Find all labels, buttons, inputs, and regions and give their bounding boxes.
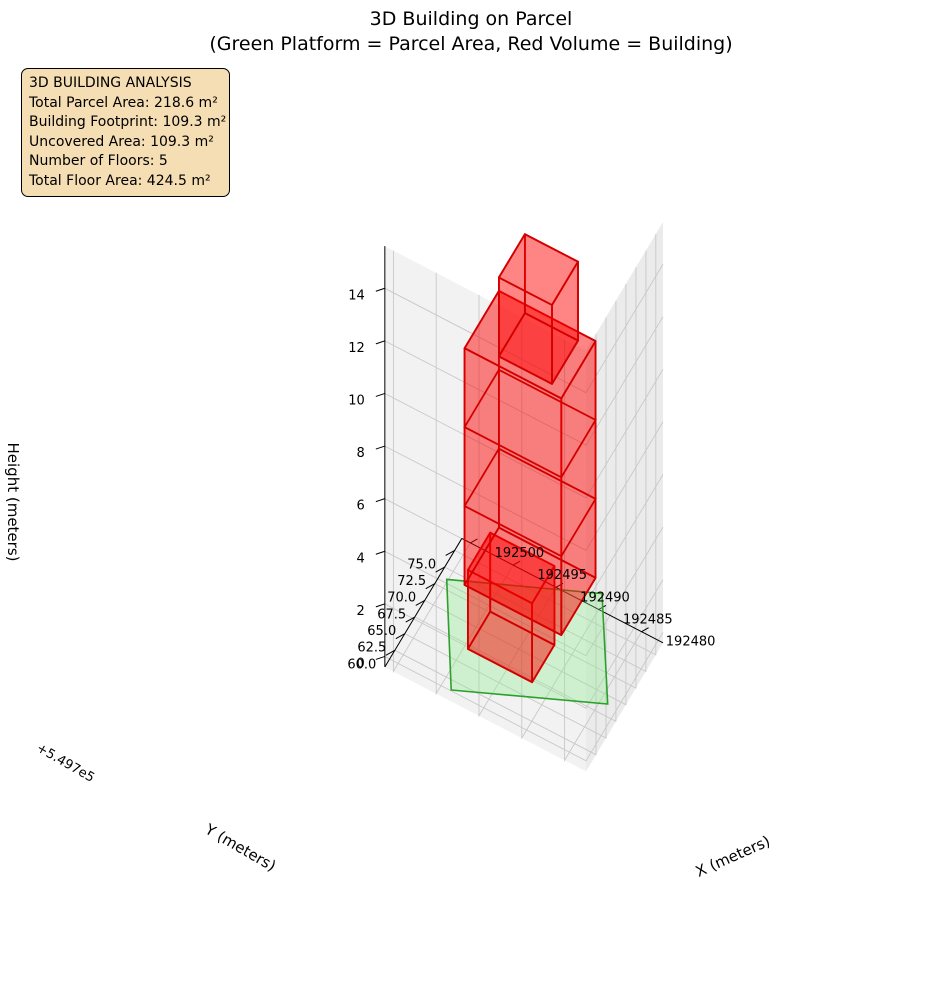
- z-tick-label: 10: [348, 393, 365, 408]
- z-tick-mark: [375, 445, 385, 450]
- x-tick-mark: [641, 627, 649, 633]
- z-tick-mark: [375, 550, 385, 555]
- z-tick-label: 4: [357, 551, 365, 566]
- x-tick-label: 192500: [495, 546, 545, 561]
- parcel-platform: [445, 578, 609, 705]
- back-left-pane: [384, 246, 586, 772]
- info-line-parcel-area: Total Parcel Area: 218.6 m²: [29, 94, 218, 111]
- back-right-pane: [586, 222, 663, 772]
- x-tick-mark: [512, 560, 521, 566]
- floor-divider: [463, 447, 597, 558]
- y-tick-mark: [385, 649, 396, 656]
- z-tick-mark: [375, 287, 385, 292]
- y-tick-label: 60.0: [347, 657, 376, 672]
- info-line-floor-area: Total Floor Area: 424.5 m²: [29, 172, 211, 189]
- y-grid-line: [424, 283, 627, 706]
- z-tick-label: 12: [348, 341, 365, 356]
- y-tick-mark: [435, 566, 445, 573]
- y-tick-label: 72.5: [397, 574, 426, 589]
- z-tick-label: 6: [357, 499, 365, 514]
- y-tick-label: 70.0: [387, 591, 416, 606]
- y-tick-label: 67.5: [377, 607, 406, 622]
- z-tick-label: 0: [357, 656, 365, 671]
- z-grid-line: [384, 632, 664, 762]
- z-tick-label: 2: [357, 604, 365, 619]
- z-tick-label: 14: [348, 288, 365, 303]
- x-axis-label: X (meters): [693, 832, 773, 881]
- plot-scene: [445, 233, 609, 705]
- x-grid-line: [392, 250, 471, 674]
- z-tick-mark: [375, 498, 385, 503]
- z-grid-line: [384, 369, 664, 499]
- info-line-uncovered: Uncovered Area: 109.3 m²: [29, 133, 214, 150]
- y-grid-line: [414, 300, 617, 723]
- x-tick-mark: [470, 538, 478, 544]
- z-tick-mark: [375, 655, 385, 660]
- y-axis-label: Y (meters): [201, 820, 279, 875]
- z-tick-mark: [375, 392, 385, 397]
- y-grid-line: [444, 250, 647, 673]
- z-grid-line: [384, 316, 664, 446]
- x-tick-label: 192480: [666, 635, 716, 650]
- y-tick-mark: [415, 599, 425, 606]
- building-face-top: [497, 233, 579, 306]
- z-grid-line: [384, 579, 664, 709]
- y-tick-mark: [425, 583, 435, 590]
- y-offset-label: +5.497e5: [34, 741, 97, 786]
- z-tick-mark: [375, 603, 385, 608]
- building-face-top: [466, 531, 556, 605]
- analysis-info-box: 3D BUILDING ANALYSIS Total Parcel Area: …: [21, 68, 230, 197]
- y-tick-mark: [445, 549, 455, 556]
- y-tick-label: 75.0: [407, 557, 436, 572]
- info-line-footprint: Building Footprint: 109.3 m²: [29, 114, 227, 130]
- tick-labels: 192480 192485 192490 192495 192500 60.062.5 65…: [347, 288, 715, 672]
- building-block-top: [497, 233, 579, 385]
- y-grid-line: [454, 234, 657, 656]
- x-tick-label: 192490: [580, 590, 630, 605]
- y-tick-label: 65.0: [367, 624, 396, 639]
- x-tick-label: 192495: [537, 568, 587, 583]
- chart-subtitle: (Green Platform = Parcel Area, Red Volum…: [209, 33, 732, 55]
- z-axis-label: Height (meters): [4, 443, 22, 562]
- building-block-main: [463, 289, 597, 636]
- z-tick-label: 8: [357, 446, 365, 461]
- y-tick-mark: [405, 616, 416, 623]
- z-grid-line: [384, 263, 664, 394]
- y-grid-line: [404, 317, 607, 739]
- y-axis-line: [384, 538, 463, 668]
- chart-title: 3D Building on Parcel: [370, 8, 573, 30]
- y-tick-label: 62.5: [357, 641, 386, 656]
- x-grid-line: [435, 272, 514, 696]
- axis-panes: [384, 222, 663, 772]
- info-line-floors: Number of Floors: 5: [29, 153, 168, 169]
- floor-divider: [463, 368, 597, 479]
- x-tick-label: 192485: [623, 612, 673, 627]
- z-grid-line: [384, 421, 664, 551]
- z-grid-line: [384, 526, 664, 657]
- y-tick-mark: [395, 633, 406, 640]
- building-block-ground: [466, 531, 556, 684]
- info-line-heading: 3D BUILDING ANALYSIS: [29, 75, 192, 91]
- z-tick-mark: [375, 340, 385, 345]
